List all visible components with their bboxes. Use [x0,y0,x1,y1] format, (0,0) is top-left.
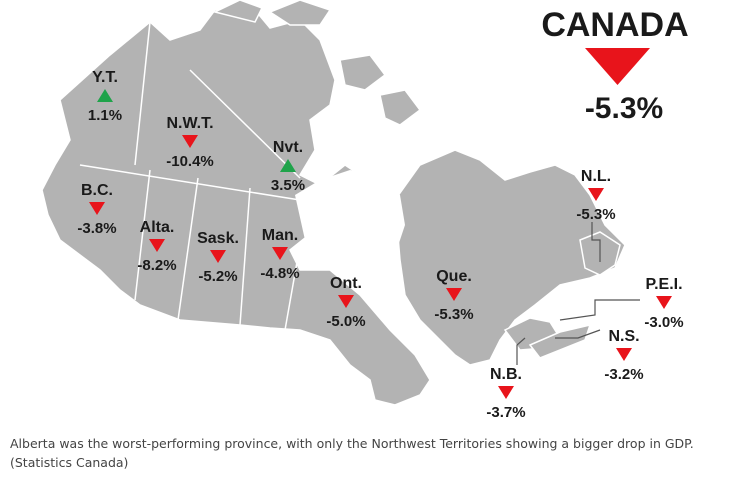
region-yt-up-arrow-icon [97,89,113,102]
region-nwt-name: N.W.T. [166,115,213,132]
region-nb-name: N.B. [490,366,522,383]
region-ont: Ont. -5.0% [326,275,365,330]
border-ont-que [394,254,416,356]
region-ont-down-arrow-icon [338,295,354,308]
region-nl-name: N.L. [581,168,611,185]
region-nvt: Nvt. 3.5% [271,139,305,194]
caption-credit: (Statistics Canada) [10,455,129,470]
leader-ns [555,329,601,339]
nova-scotia-shape [528,323,592,359]
region-ont-value: -5.0% [326,313,365,330]
region-pei: P.E.I. -3.0% [644,276,683,331]
border-nwt-nvt [189,69,301,179]
region-nl-value: -5.3% [576,206,615,223]
arctic-island-4 [379,89,422,126]
hudson-bay [295,170,405,275]
region-man: Man. -4.8% [260,227,299,282]
region-bc-value: -3.8% [77,220,116,237]
region-sask-value: -5.2% [198,268,237,285]
region-yt-value: 1.1% [88,107,122,124]
region-man-name: Man. [262,227,298,244]
region-man-value: -4.8% [260,265,299,282]
border-man-ont [284,244,301,331]
land-mass [41,0,626,406]
region-pei-name: P.E.I. [645,276,682,293]
photo-caption: Alberta was the worst-performing provinc… [10,434,750,472]
region-que-value: -5.3% [434,306,473,323]
region-nvt-name: Nvt. [273,139,303,156]
region-ont-name: Ont. [330,275,362,292]
caption-text: Alberta was the worst-performing provinc… [10,436,694,451]
region-yt-name: Y.T. [92,69,118,86]
region-bc-down-arrow-icon [89,202,105,215]
national-down-arrow-icon [585,48,650,85]
border-alta-sask [177,177,199,321]
region-alta-down-arrow-icon [149,239,165,252]
region-alta-value: -8.2% [137,257,176,274]
region-pei-value: -3.0% [644,314,683,331]
region-nwt-value: -10.4% [166,153,214,170]
canada-gdp-map: Y.T. 1.1% N.W.T. -10.4% Nvt. 3.5% B.C. -3.8% Alt… [41,0,689,421]
border-bc-alta [134,169,151,301]
region-nwt: N.W.T. -10.4% [166,115,214,170]
region-alta: Alta. -8.2% [137,219,176,274]
region-sask-down-arrow-icon [210,250,226,263]
region-nl-down-arrow-icon [588,188,604,201]
leader-lines [516,222,640,365]
eastern-canada-shape [394,149,626,366]
national-value: -5.3% [585,92,663,125]
region-que-down-arrow-icon [446,288,462,301]
region-nvt-value: 3.5% [271,177,305,194]
region-nl: N.L. -5.3% [576,168,615,223]
arctic-island-2 [268,0,332,26]
border-north-south [79,164,301,201]
national-label: CANADA [541,6,688,44]
border-sask-man [239,187,251,326]
region-ns-down-arrow-icon [616,348,632,361]
region-que-name: Que. [436,268,472,285]
region-bc-name: B.C. [81,182,113,199]
border-yt-nwt [134,21,151,166]
region-alta-name: Alta. [140,219,175,236]
region-man-down-arrow-icon [272,247,288,260]
arctic-island-3 [339,54,387,91]
national-summary: CANADA -5.3% [541,6,688,125]
region-nb-value: -3.7% [486,404,525,421]
region-nvt-up-arrow-icon [280,159,296,172]
region-ns: N.S. -3.2% [604,328,643,383]
region-pei-down-arrow-icon [656,296,672,309]
leader-pei [559,299,640,321]
region-nb: N.B. -3.7% [486,366,525,421]
region-sask: Sask. -5.2% [197,230,239,285]
region-nb-down-arrow-icon [498,386,514,399]
region-ns-value: -3.2% [604,366,643,383]
region-nwt-down-arrow-icon [182,135,198,148]
leader-nl [591,222,601,262]
region-bc: B.C. -3.8% [77,182,116,237]
borders [79,21,416,356]
region-que: Que. -5.3% [434,268,473,323]
region-ns-name: N.S. [608,328,639,345]
region-labels: Y.T. 1.1% N.W.T. -10.4% Nvt. 3.5% B.C. -3.8% Alt… [77,69,683,421]
leader-nb [516,337,526,365]
region-sask-name: Sask. [197,230,239,247]
arctic-island-1 [212,0,264,23]
region-yt: Y.T. 1.1% [88,69,122,124]
map-svg: Y.T. 1.1% N.W.T. -10.4% Nvt. 3.5% B.C. -3.8% Alt… [41,0,689,421]
